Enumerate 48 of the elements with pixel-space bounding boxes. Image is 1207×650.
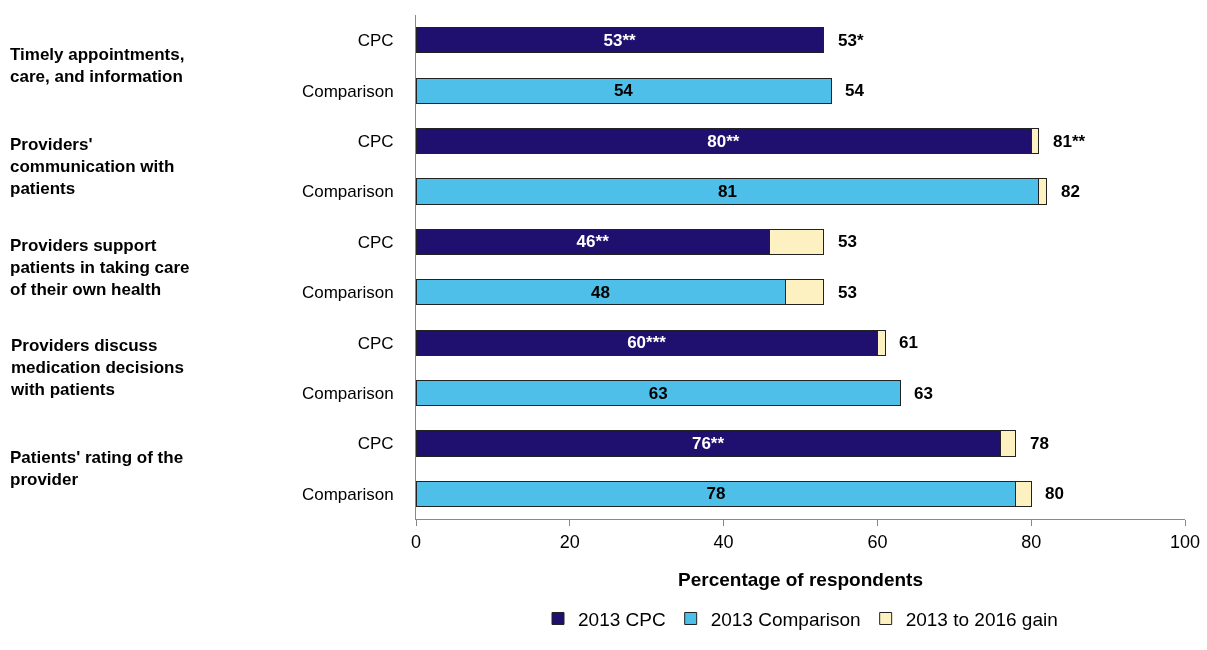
total-label: 63	[914, 384, 933, 403]
x-tick-label: 0	[410, 531, 422, 552]
total-label: 53	[838, 283, 857, 302]
data-label: 48	[591, 282, 611, 302]
y-tick-label: Comparison	[301, 182, 394, 202]
legend-label: 2013 Comparison	[710, 608, 861, 630]
y-tick-label: CPC	[357, 434, 394, 454]
data-label: 46**	[576, 232, 610, 252]
y-tick-label: CPC	[357, 31, 394, 51]
x-tick-label: 40	[713, 531, 734, 552]
data-label: 60***	[627, 333, 667, 353]
text: Timely appointments, care, and information	[10, 45, 185, 87]
x-tick-label: 60	[867, 531, 888, 552]
total-label: 78	[1030, 434, 1049, 453]
bar	[416, 379, 901, 407]
x-axis-title: Percentage of respondents	[678, 569, 923, 590]
legend-label: 2013 CPC	[578, 608, 666, 630]
total-label: 82	[1061, 182, 1080, 201]
data-label: 54	[613, 81, 634, 101]
bar	[416, 77, 832, 104]
text: Providers support patients in taking care of their own health	[10, 236, 190, 300]
total-label: 61	[899, 333, 918, 352]
data-label: 80**	[707, 131, 740, 151]
x-tick-label: 100	[1169, 531, 1201, 552]
y-tick-label: CPC	[357, 232, 394, 252]
total-label: 53	[838, 232, 857, 251]
text: Providers' communication with patients	[10, 135, 175, 199]
total-label: 81**	[1053, 132, 1086, 151]
total-label: 80	[1045, 484, 1064, 503]
text: Patients' rating of the provider	[10, 448, 184, 490]
data-label: 53**	[603, 30, 637, 50]
text: Providers discuss medication decisions with patients	[10, 336, 184, 400]
y-tick-label: Comparison	[301, 383, 394, 403]
data-label: 78	[706, 484, 726, 504]
y-tick-label: CPC	[357, 333, 394, 353]
total-label: 53*	[838, 31, 864, 50]
y-tick-label: Comparison	[301, 484, 394, 504]
data-label: 76**	[691, 433, 725, 453]
legend-label: 2013 to 2016 gain	[905, 608, 1058, 630]
y-tick-label: Comparison	[301, 81, 394, 101]
y-tick-label: Comparison	[301, 283, 394, 303]
x-tick-label: 20	[559, 531, 580, 552]
y-tick-label: CPC	[357, 131, 394, 151]
total-label: 54	[845, 81, 865, 100]
x-tick-label: 80	[1021, 531, 1042, 552]
bar	[416, 27, 825, 54]
data-label: 63	[648, 383, 668, 403]
data-label: 81	[717, 181, 737, 201]
